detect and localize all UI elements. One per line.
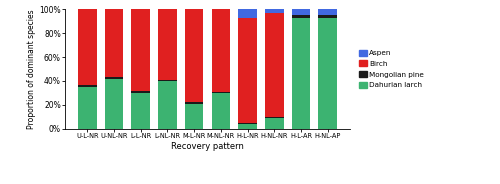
- Bar: [318, 18, 337, 129]
- Bar: [212, 93, 230, 129]
- Y-axis label: Proportion of dominant species: Proportion of dominant species: [28, 9, 36, 129]
- Bar: [132, 93, 150, 129]
- Bar: [318, 15, 337, 18]
- Bar: [265, 117, 283, 118]
- X-axis label: Recovery pattern: Recovery pattern: [171, 142, 244, 151]
- Bar: [212, 92, 230, 93]
- Bar: [292, 18, 310, 129]
- Bar: [185, 9, 204, 102]
- Bar: [265, 13, 283, 117]
- Bar: [185, 102, 204, 104]
- Bar: [78, 85, 96, 87]
- Bar: [265, 118, 283, 129]
- Legend: Aspen, Birch, Mongolian pine, Dahurian larch: Aspen, Birch, Mongolian pine, Dahurian l…: [360, 49, 424, 89]
- Bar: [104, 77, 124, 79]
- Bar: [318, 9, 337, 15]
- Bar: [212, 9, 230, 92]
- Bar: [132, 9, 150, 91]
- Bar: [238, 123, 257, 124]
- Bar: [238, 18, 257, 123]
- Bar: [104, 9, 124, 77]
- Bar: [104, 79, 124, 129]
- Bar: [292, 15, 310, 18]
- Bar: [132, 91, 150, 93]
- Bar: [238, 124, 257, 129]
- Bar: [158, 9, 177, 80]
- Bar: [238, 9, 257, 18]
- Bar: [78, 87, 96, 129]
- Bar: [158, 80, 177, 81]
- Bar: [292, 9, 310, 15]
- Bar: [185, 104, 204, 129]
- Bar: [265, 9, 283, 13]
- Bar: [158, 81, 177, 129]
- Bar: [78, 9, 96, 85]
